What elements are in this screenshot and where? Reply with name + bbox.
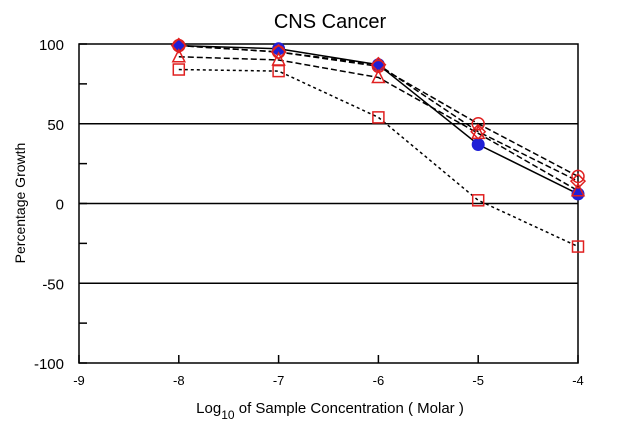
x-tick-label: -7 [273, 373, 285, 388]
x-tick-label: -8 [173, 373, 185, 388]
data-point [471, 137, 485, 151]
data-point [570, 182, 586, 197]
data-point [172, 63, 186, 76]
data-point [471, 194, 485, 207]
chart-title: CNS Cancer [274, 11, 387, 33]
y-axis-label: Percentage Growth [12, 143, 28, 264]
data-point [571, 240, 585, 253]
data-point [571, 187, 585, 201]
gridlines [79, 123, 578, 284]
x-axis-label-prefix: Log [196, 400, 221, 417]
data-point [471, 117, 485, 131]
x-tick-label: -5 [472, 373, 484, 388]
x-axis-label-subscript: 10 [221, 408, 235, 422]
x-tick-label: -6 [373, 373, 385, 388]
x-axis-label-rest: of Sample Concentration ( Molar ) [235, 400, 464, 417]
data-point [372, 111, 385, 124]
data-point [569, 173, 587, 190]
y-tick-label: -50 [42, 276, 64, 293]
series-line [178, 68, 579, 248]
y-tick-label: 50 [47, 117, 64, 134]
y-tick-label: -100 [34, 356, 64, 373]
y-tick-label: 100 [39, 37, 64, 54]
x-axis-label: Log10 of Sample Concentration ( Molar ) [196, 400, 464, 422]
series-markers [170, 37, 587, 253]
y-tick-label: 0 [56, 197, 64, 214]
series-lines [178, 44, 579, 248]
data-point [270, 43, 287, 61]
x-tick-label: -4 [572, 373, 584, 388]
data-point [470, 124, 486, 140]
data-point [272, 42, 286, 56]
x-tick-label: -9 [73, 373, 85, 388]
data-point [371, 68, 386, 84]
series-line [178, 56, 579, 192]
data-point [170, 37, 187, 54]
data-point [272, 64, 285, 78]
axis-ticks: 100 50 0 -50 -100 -9 -8 -7 -6 -5 -4 [34, 37, 584, 388]
data-point [171, 48, 187, 63]
